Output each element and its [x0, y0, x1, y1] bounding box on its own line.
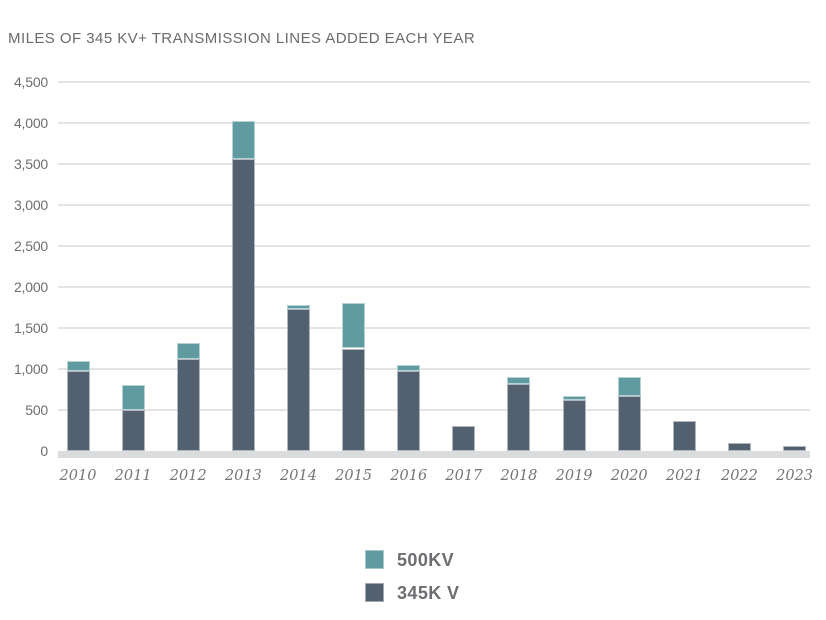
- bar-2020-500kv: [617, 377, 641, 397]
- legend-label: 345K V: [397, 582, 460, 603]
- y-tick-label-1000: 1,000: [13, 361, 48, 377]
- x-tick-label-2011: 2011: [114, 468, 152, 484]
- bar-2014-500kv: [286, 305, 310, 310]
- legend-item-500kv[interactable]: 500KV: [365, 550, 459, 569]
- bar-2010-345kv: [66, 371, 90, 451]
- legend-swatch-icon: [365, 550, 384, 569]
- bar-2022-345kv: [727, 443, 751, 451]
- bar-2016-345kv: [397, 370, 421, 451]
- gridline-1000: [58, 368, 810, 370]
- x-axis-baseline: [58, 451, 810, 458]
- gridline-2000: [58, 286, 810, 288]
- gridline-3500: [58, 163, 810, 165]
- legend-item-345kv[interactable]: 345K V: [365, 583, 459, 602]
- bar-2012-345kv: [176, 358, 200, 451]
- x-tick-label-2021: 2021: [665, 468, 703, 484]
- y-tick-label-4000: 4,000: [13, 115, 48, 131]
- x-tick-label-2019: 2019: [555, 468, 593, 484]
- x-tick-label-2023: 2023: [776, 468, 813, 484]
- bar-2011-345kv: [121, 410, 145, 451]
- chart-title: MILES OF 345 KV+ TRANSMISSION LINES ADDE…: [8, 30, 476, 47]
- bar-2011-500kv: [121, 385, 145, 410]
- y-tick-label-2000: 2,000: [13, 279, 48, 295]
- bar-2019-345kv: [562, 400, 586, 451]
- bar-2016-500kv: [397, 364, 421, 371]
- legend-label: 500KV: [397, 549, 455, 570]
- x-tick-label-2014: 2014: [280, 468, 317, 484]
- x-tick-label-2015: 2015: [335, 468, 373, 484]
- y-tick-label-500: 500: [25, 402, 48, 418]
- gridline-500: [58, 409, 810, 411]
- gridline-4500: [58, 81, 810, 83]
- bar-2018-345kv: [507, 384, 531, 451]
- bar-2017-345kv: [452, 426, 476, 451]
- bar-2013-500kv: [231, 121, 255, 160]
- bar-2013-345kv: [231, 159, 255, 451]
- bar-2015-500kv: [342, 302, 366, 349]
- x-tick-label-2010: 2010: [59, 468, 97, 484]
- bar-2015-345kv: [342, 348, 366, 451]
- x-tick-label-2020: 2020: [610, 468, 648, 484]
- legend-swatch-icon: [365, 583, 384, 602]
- legend: 500KV 345K V: [365, 550, 459, 602]
- y-tick-label-3000: 3,000: [13, 197, 48, 213]
- gridline-2500: [58, 245, 810, 247]
- x-tick-label-2017: 2017: [445, 468, 483, 484]
- x-tick-label-2012: 2012: [169, 468, 207, 484]
- bar-2023-345kv: [783, 446, 807, 451]
- gridline-4000: [58, 122, 810, 124]
- bar-2019-500kv: [562, 395, 586, 401]
- bar-2012-500kv: [176, 342, 200, 359]
- y-tick-label-3500: 3,500: [13, 156, 48, 172]
- gridline-1500: [58, 327, 810, 329]
- gridline-3000: [58, 204, 810, 206]
- plot-area: 2010 2011 2012 2013 2014 2015 2016 2017 2018 2019…: [58, 81, 813, 484]
- bar-2014-345kv: [286, 309, 310, 451]
- x-tick-label-2016: 2016: [390, 468, 428, 484]
- x-tick-label-2018: 2018: [500, 468, 538, 484]
- x-tick-label-2022: 2022: [720, 468, 758, 484]
- y-tick-label-2500: 2,500: [13, 238, 48, 254]
- y-tick-label-4500: 4,500: [13, 74, 48, 90]
- bar-2010-500kv: [66, 360, 90, 372]
- y-tick-label-1500: 1,500: [13, 320, 48, 336]
- x-tick-label-2013: 2013: [224, 468, 262, 484]
- y-axis-labels: 0 500 1,000 1,500 2,000 2,500 3,000 3,500 4,000 4…: [0, 75, 48, 458]
- bar-2021-345kv: [672, 420, 696, 451]
- bar-2020-345kv: [617, 396, 641, 451]
- y-tick-label-0: 0: [40, 443, 48, 459]
- bar-2018-500kv: [507, 376, 531, 385]
